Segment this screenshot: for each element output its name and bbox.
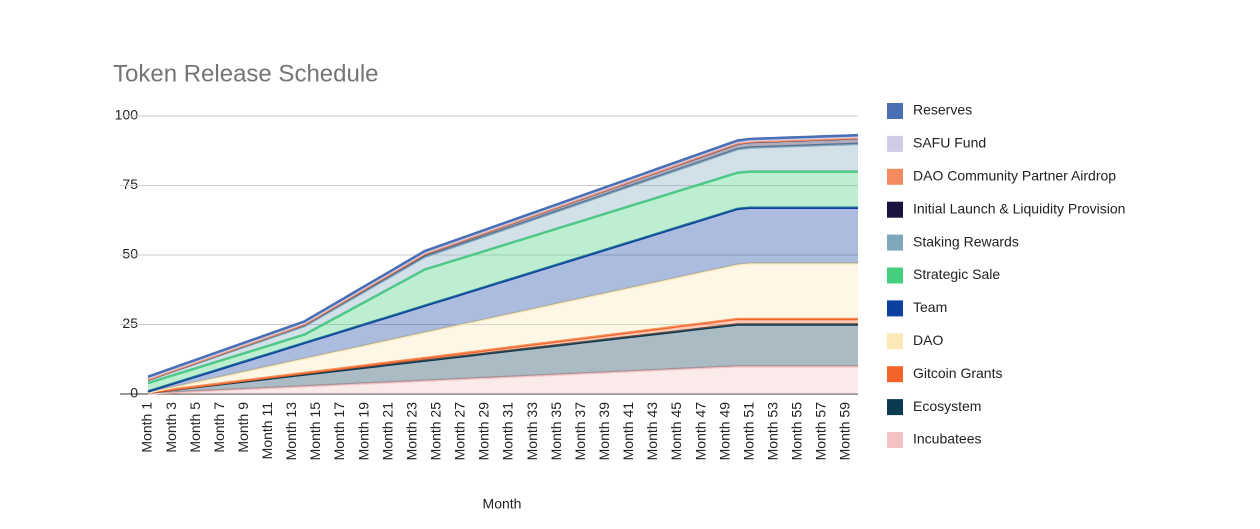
y-tick-label: 100 — [115, 107, 139, 123]
x-tick-label: Month 53 — [764, 402, 780, 461]
legend-swatch — [887, 432, 903, 448]
x-tick-label: Month 31 — [500, 402, 516, 461]
x-tick-label: Month 57 — [813, 402, 829, 461]
y-tick-label: 0 — [130, 385, 138, 401]
area-fill — [148, 263, 858, 393]
area-line — [147, 135, 859, 380]
area-line — [147, 170, 858, 385]
legend-swatch — [887, 267, 903, 284]
x-tick-label: Month 25 — [428, 402, 444, 461]
x-tick-label: Month 23 — [403, 402, 419, 461]
legend-swatch — [887, 201, 903, 218]
x-tick-label: Month 15 — [307, 402, 323, 461]
legend-label: Ecosystem — [913, 398, 981, 414]
x-tick-label: Month 47 — [692, 402, 708, 461]
x-tick-label: Month 27 — [452, 402, 468, 461]
legend-label: SAFU Fund — [913, 135, 986, 151]
x-tick-label: Month 33 — [524, 402, 540, 461]
area-fill — [148, 143, 858, 384]
legend-swatch — [887, 366, 903, 383]
chart-title: Token Release Schedule — [113, 60, 379, 87]
x-tick-label: Month 55 — [789, 402, 805, 461]
x-tick-label: Month 17 — [331, 402, 347, 461]
area-line — [147, 317, 858, 394]
legend-label: DAO Community Partner Airdrop — [913, 168, 1116, 184]
area-line — [147, 133, 859, 378]
legend-label: Gitcoin Grants — [913, 365, 1002, 381]
x-tick-label: Month 29 — [476, 402, 492, 461]
x-tick-label: Month 51 — [740, 402, 756, 461]
x-tick-label: Month 11 — [259, 402, 275, 460]
x-tick-label: Month 7 — [211, 402, 227, 453]
x-tick-label: Month 21 — [379, 402, 395, 461]
area-line — [147, 364, 858, 395]
x-tick-label: Month 59 — [837, 402, 853, 461]
area-line — [147, 206, 858, 393]
legend-swatch — [887, 234, 903, 251]
area-line — [147, 136, 859, 381]
x-tick-label: Month 43 — [644, 402, 660, 461]
legend-label: Staking Rewards — [913, 233, 1019, 249]
legend-label: Initial Launch & Liquidity Provision — [913, 200, 1125, 216]
area-fill — [148, 366, 858, 394]
x-tick-label: Month 35 — [548, 402, 564, 461]
legend-swatch — [887, 333, 903, 350]
legend-label: Incubatees — [913, 431, 982, 447]
area-fill — [148, 171, 858, 392]
legend-label: Strategic Sale — [913, 266, 1000, 282]
x-tick-label: Month 3 — [163, 402, 179, 453]
area-fill — [148, 207, 858, 393]
area-line — [147, 262, 858, 394]
legend-swatch — [887, 168, 903, 185]
x-axis-label: Month — [483, 496, 522, 512]
x-tick-label: Month 5 — [187, 402, 203, 453]
legend-swatch — [887, 300, 903, 317]
legend-label: Reserves — [913, 102, 972, 118]
x-tick-label: Month 41 — [620, 402, 636, 461]
x-tick-label: Month 1 — [139, 402, 155, 453]
legend-label: Team — [913, 299, 947, 315]
x-tick-label: Month 45 — [668, 402, 684, 461]
x-tick-label: Month 37 — [572, 402, 588, 461]
x-tick-label: Month 13 — [283, 402, 299, 461]
x-tick-label: Month 49 — [716, 402, 732, 461]
legend-swatch — [887, 135, 903, 152]
x-tick-label: Month 19 — [355, 402, 371, 461]
y-tick-label: 25 — [122, 315, 138, 331]
y-tick-label: 50 — [122, 246, 138, 262]
area-fill — [148, 324, 858, 394]
y-tick-label: 75 — [122, 176, 138, 192]
legend-swatch — [887, 399, 903, 416]
legend-label: DAO — [913, 332, 943, 348]
x-tick-label: Month 39 — [596, 402, 612, 461]
x-tick-label: Month 9 — [235, 402, 251, 453]
legend-swatch — [887, 103, 903, 119]
